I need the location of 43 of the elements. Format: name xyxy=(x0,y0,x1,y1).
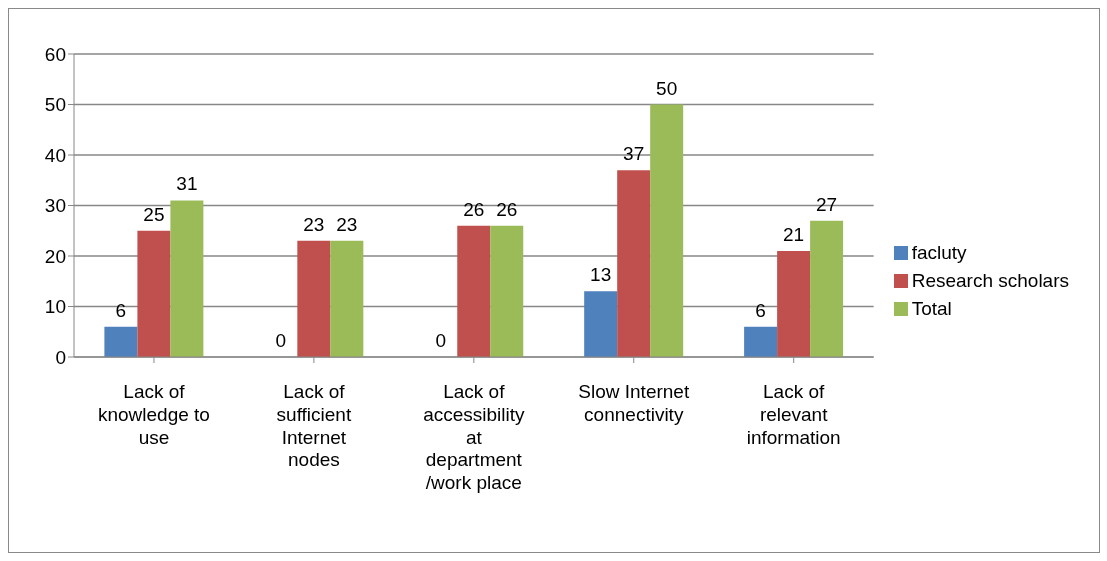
bar xyxy=(584,291,618,357)
legend-label: facluty xyxy=(911,241,967,263)
bar xyxy=(777,250,811,357)
x-tick-label: Slow Internet connectivity xyxy=(578,381,690,425)
y-tick-label: 30 xyxy=(44,195,66,217)
data-label: 26 xyxy=(463,198,485,220)
data-label: 37 xyxy=(623,143,645,165)
data-label: 50 xyxy=(656,77,678,99)
y-tick-label: 20 xyxy=(44,245,66,267)
bar xyxy=(490,225,524,357)
data-label: 23 xyxy=(303,213,325,235)
bar xyxy=(810,220,844,357)
x-tick-label: Lack of relevant information xyxy=(746,381,841,448)
data-label: 6 xyxy=(115,299,127,321)
x-tick-label: Lack of sufficient Internet nodes xyxy=(276,381,352,471)
y-tick-label: 50 xyxy=(44,94,66,116)
y-tick-label: 40 xyxy=(44,144,66,166)
data-label: 0 xyxy=(275,329,287,351)
data-label: 31 xyxy=(176,173,198,195)
data-label: 23 xyxy=(336,213,358,235)
legend-label: Research scholars xyxy=(911,269,1069,291)
data-label: 26 xyxy=(496,198,518,220)
bar xyxy=(744,326,778,357)
data-label: 21 xyxy=(783,223,805,245)
bar xyxy=(330,240,364,357)
y-tick-label: 10 xyxy=(44,296,66,318)
bar xyxy=(170,200,204,357)
data-label: 6 xyxy=(755,299,766,321)
x-tick-label: Lack of accessibility at department /work place xyxy=(423,381,525,494)
data-label: 27 xyxy=(816,193,838,215)
data-label: 0 xyxy=(435,329,447,351)
bar xyxy=(297,240,331,357)
y-tick-label: 0 xyxy=(55,346,66,368)
bar xyxy=(457,225,491,357)
y-tick-label: 60 xyxy=(44,43,66,65)
bar xyxy=(650,104,684,357)
x-tick-label: Lack of knowledge to use xyxy=(97,381,210,448)
data-label: 25 xyxy=(143,203,165,225)
bar xyxy=(137,230,171,357)
legend-label: Total xyxy=(911,297,952,319)
bar xyxy=(104,326,138,357)
data-label: 13 xyxy=(590,264,612,286)
bar xyxy=(617,170,651,357)
